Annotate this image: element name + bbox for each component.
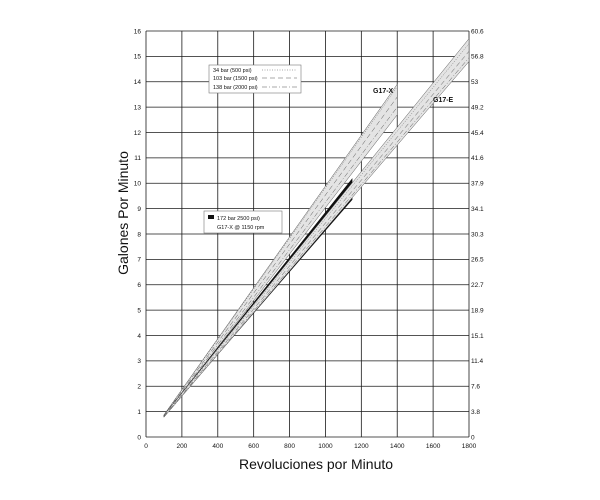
x-tick-label-5: 1000 — [318, 443, 333, 450]
series-label-g17-x: G17-X — [373, 88, 394, 95]
y2-tick-label-3: 11.4 — [471, 358, 484, 365]
series-bands — [163, 37, 470, 418]
x-tick-label-8: 1600 — [426, 443, 441, 450]
x-tick-label-4: 800 — [284, 443, 295, 450]
y2-tick-label-1: 3.8 — [471, 409, 480, 416]
x-tick-label-1: 200 — [176, 443, 187, 450]
y2-tick-label-7: 26.5 — [471, 257, 484, 264]
pressure-legend: 34 bar (500 psi) 103 bar (1500 psi) 138 … — [208, 64, 302, 94]
legend-entry-1-label: 103 bar (1500 psi) — [213, 76, 258, 82]
series-0-line-dashed — [163, 96, 398, 416]
x-tick-label-6: 1200 — [354, 443, 369, 450]
series-0-line-dashdot — [163, 106, 398, 417]
x-tick-label-7: 1400 — [390, 443, 405, 450]
y2-tick-label-16: 60.6 — [471, 28, 484, 35]
highlight-legend-line-1: 172 bar 2500 psi) — [217, 216, 260, 222]
legend-entry-0-label: 34 bar (500 psi) — [213, 68, 252, 74]
y2-tick-label-11: 41.6 — [471, 155, 484, 162]
series-1-line-dashdot — [163, 57, 470, 417]
series-0 — [163, 83, 398, 418]
y2-tick-label-15: 56.8 — [471, 54, 484, 61]
y-tick-label-14: 14 — [134, 79, 142, 86]
legend-entry-2-label: 138 bar (2000 psi) — [213, 85, 258, 91]
series-1 — [163, 37, 470, 418]
y-tick-label-8: 8 — [137, 231, 141, 238]
y-tick-label-11: 11 — [134, 155, 141, 162]
y-tick-label-4: 4 — [137, 333, 141, 340]
y2-tick-label-10: 37.9 — [471, 181, 484, 188]
series-0-line-dotted — [163, 86, 398, 416]
grid — [145, 30, 470, 438]
tick-labels: 0 200 400 600 800 1000 1200 1400 1600 18000123456… — [134, 28, 484, 450]
y-tick-label-12: 12 — [134, 130, 142, 137]
highlight-legend-swatch — [208, 215, 214, 219]
y-tick-label-1: 1 — [137, 409, 141, 416]
y-tick-label-13: 13 — [134, 104, 142, 111]
series-0-band — [163, 83, 398, 418]
y2-tick-label-5: 18.9 — [471, 307, 484, 314]
highlight-legend-box — [203, 210, 283, 234]
y-tick-label-16: 16 — [134, 28, 142, 35]
x-tick-label-0: 0 — [144, 443, 148, 450]
x-tick-label-3: 600 — [248, 443, 259, 450]
y-tick-label-5: 5 — [137, 307, 141, 314]
highlight-legend-line-2: G17-X @ 1150 rpm — [217, 225, 265, 231]
y2-tick-label-2: 7.6 — [471, 384, 480, 391]
y-tick-label-10: 10 — [134, 181, 142, 188]
pressure-legend-box — [208, 64, 302, 94]
y-tick-label-6: 6 — [137, 282, 141, 289]
y2-tick-label-8: 30.3 — [471, 231, 484, 238]
y2-tick-label-0: 0 — [471, 434, 475, 441]
x-axis-title: Revoluciones por Minuto — [239, 456, 393, 472]
y-tick-label-2: 2 — [137, 384, 141, 391]
x-tick-label-2: 400 — [212, 443, 223, 450]
y-tick-label-0: 0 — [137, 434, 141, 441]
y-axis-title: Galones Por Minuto — [115, 151, 131, 275]
y2-tick-label-4: 15.1 — [471, 333, 484, 340]
y2-tick-label-13: 49.2 — [471, 104, 484, 111]
x-tick-label-9: 1800 — [462, 443, 477, 450]
y2-tick-label-14: 53 — [471, 79, 479, 86]
y-tick-label-9: 9 — [137, 206, 141, 213]
y2-tick-label-9: 34.1 — [471, 206, 484, 213]
y2-tick-label-6: 22.7 — [471, 282, 484, 289]
y-tick-label-15: 15 — [134, 54, 142, 61]
y-tick-label-7: 7 — [137, 257, 141, 264]
series-1-line-dotted — [163, 43, 470, 416]
y-tick-label-3: 3 — [137, 358, 141, 365]
series-label-g17-e: G17-E — [433, 97, 454, 104]
y2-tick-label-12: 45.4 — [471, 130, 484, 137]
series-1-line-dashed — [163, 51, 470, 417]
highlight-legend: 172 bar 2500 psi) G17-X @ 1150 rpm — [203, 210, 283, 234]
